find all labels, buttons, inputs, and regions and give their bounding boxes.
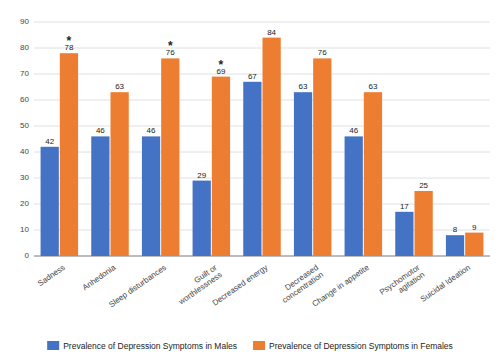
bar bbox=[263, 38, 281, 256]
bar bbox=[415, 191, 433, 256]
legend-item: Prevalence of Depression Symptoms in Fem… bbox=[253, 341, 453, 351]
legend-label: Prevalence of Depression Symptoms in Mal… bbox=[63, 341, 237, 351]
background bbox=[0, 0, 500, 359]
annotation: * bbox=[67, 34, 72, 48]
x-tick-label: Change in appetite bbox=[311, 263, 372, 309]
legend-label: Prevalence of Depression Symptoms in Fem… bbox=[269, 341, 453, 351]
data-label: 8 bbox=[453, 225, 458, 234]
x-tick-label: Anhedonia bbox=[81, 263, 118, 293]
bar bbox=[142, 136, 160, 256]
y-tick-label: 80 bbox=[20, 43, 29, 52]
bar bbox=[243, 82, 261, 256]
bar bbox=[161, 58, 179, 256]
bar bbox=[313, 58, 331, 256]
bar bbox=[465, 233, 483, 256]
legend: Prevalence of Depression Symptoms in Mal… bbox=[47, 341, 453, 351]
data-label: 63 bbox=[115, 82, 124, 91]
data-label: 46 bbox=[96, 126, 105, 135]
bar bbox=[446, 235, 464, 256]
y-tick-label: 20 bbox=[20, 199, 29, 208]
y-tick-label: 90 bbox=[20, 17, 29, 26]
grid-line bbox=[34, 100, 490, 101]
legend-swatch bbox=[253, 341, 265, 350]
bar bbox=[212, 77, 230, 256]
data-label: 17 bbox=[400, 202, 409, 211]
chart: 0102030405060708090424646296763461787863… bbox=[0, 0, 500, 359]
x-tick-label: Sleep disturbances bbox=[107, 263, 168, 309]
bar bbox=[91, 136, 109, 256]
bar bbox=[193, 181, 211, 256]
bar bbox=[60, 53, 78, 256]
x-tick-label-line: agitation bbox=[396, 270, 426, 295]
y-tick-label: 40 bbox=[20, 147, 29, 156]
x-tick-label-line: Anhedonia bbox=[81, 263, 118, 293]
grid-line bbox=[34, 74, 490, 75]
x-tick-label-line: Sleep disturbances bbox=[107, 263, 168, 309]
x-tick-label: Suicidal Ideation bbox=[419, 263, 472, 304]
x-tick-label-line: Suicidal Ideation bbox=[419, 263, 472, 304]
legend-item: Prevalence of Depression Symptoms in Mal… bbox=[47, 341, 237, 351]
axes: 0 10 20 30 40 50 60 70 80 90 bbox=[20, 17, 490, 260]
x-tick-labels: SadnessAnhedoniaSleep disturbancesGuilt … bbox=[36, 263, 472, 310]
y-tick-label: 60 bbox=[20, 95, 29, 104]
x-tick-label-line: Change in appetite bbox=[311, 263, 372, 309]
y-tick-label: 70 bbox=[20, 69, 29, 78]
x-tick-label: Sadness bbox=[36, 263, 67, 288]
data-label: 42 bbox=[45, 137, 54, 146]
grid-line bbox=[34, 48, 490, 49]
bars bbox=[41, 38, 484, 256]
y-tick-label: 10 bbox=[20, 225, 29, 234]
x-tick-label-line: Decreased energy bbox=[211, 263, 270, 308]
data-label: 67 bbox=[248, 72, 257, 81]
x-tick-label-line: Sadness bbox=[36, 263, 67, 288]
data-label: 29 bbox=[197, 171, 206, 180]
data-label: 63 bbox=[369, 82, 378, 91]
bar bbox=[395, 212, 413, 256]
y-tick-label: 30 bbox=[20, 173, 29, 182]
grid-line bbox=[34, 22, 490, 23]
data-label: 25 bbox=[419, 181, 428, 190]
data-label: 46 bbox=[349, 126, 358, 135]
annotation: * bbox=[168, 39, 173, 53]
annotation: * bbox=[219, 58, 224, 72]
grid bbox=[34, 22, 490, 256]
data-label: 63 bbox=[299, 82, 308, 91]
y-tick-label: 50 bbox=[20, 121, 29, 130]
data-label: 9 bbox=[472, 223, 477, 232]
bar bbox=[294, 92, 312, 256]
data-label: 46 bbox=[147, 126, 156, 135]
bar bbox=[41, 147, 59, 256]
bar bbox=[345, 136, 363, 256]
bar bbox=[364, 92, 382, 256]
legend-swatch bbox=[47, 341, 59, 350]
data-label: 84 bbox=[267, 28, 276, 37]
data-labels: 4246462967634617878637669847663259*** bbox=[45, 28, 477, 235]
bar bbox=[111, 92, 129, 256]
x-tick-label: Decreased energy bbox=[211, 263, 270, 308]
y-tick-label: 0 bbox=[25, 251, 30, 260]
data-label: 76 bbox=[318, 48, 327, 57]
